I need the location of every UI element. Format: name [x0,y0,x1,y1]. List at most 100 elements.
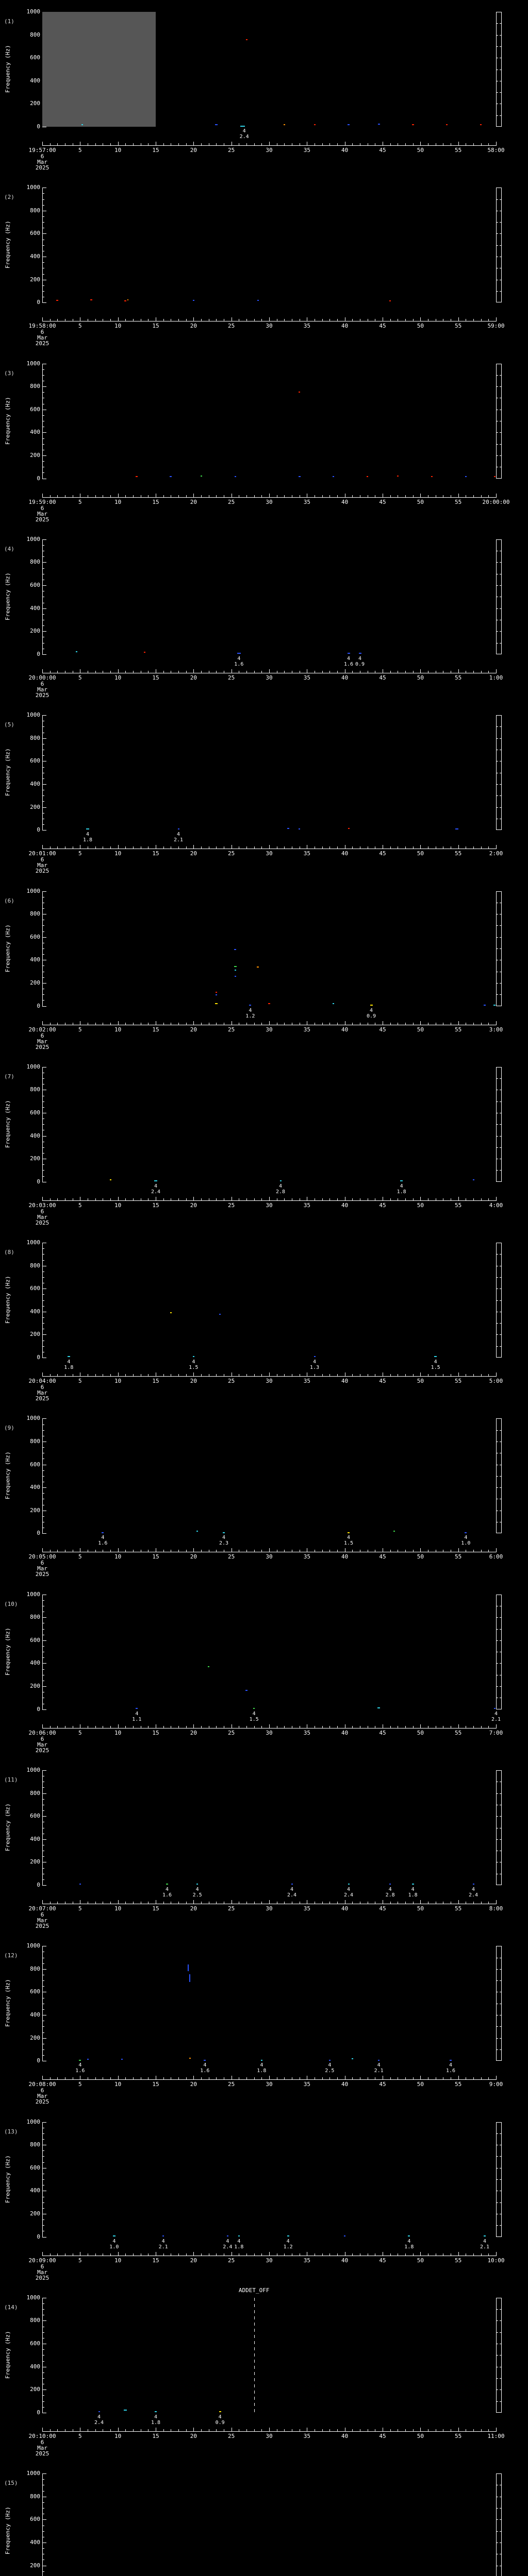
event-marker-magnitude: 1.6 [162,1892,172,1898]
x-axis-tick [284,2429,285,2431]
x-axis-tick [412,1902,414,1904]
x-axis-tick-label: 20 [190,850,197,857]
x-axis-tick [473,846,474,849]
x-axis-tick-label: 50 [417,1729,424,1736]
x-axis-tick [133,2253,134,2256]
x-axis-tick-label: 55 [455,2081,462,2088]
x-axis-tick [473,1198,474,1200]
event-marker-magnitude: 1.6 [343,661,354,667]
x-axis-tick [322,1374,323,1377]
x-axis-tick-label: 30 [266,1378,273,1385]
x-axis-tick [57,319,58,321]
x-axis-tick [110,1022,111,1025]
spectrogram-dot [351,2058,353,2059]
x-axis-tick-label: 10 [114,1201,122,1209]
x-axis-tick-label: 35 [303,2081,310,2088]
x-axis-tick-label: 10 [114,2257,122,2264]
y-axis-major-tick [42,1885,46,1886]
x-axis-tick [95,319,96,321]
event-marker-symbol: 4 [278,1183,283,1189]
x-axis-tick [496,2251,497,2256]
date-label: Mar [37,686,47,693]
event-marker-magnitude: 2.4 [223,2244,233,2250]
x-axis-tick [337,319,338,321]
y-axis-tick-label: 600 [30,54,40,61]
time-start-label: 19:58:00 [28,323,56,330]
x-axis-tick [412,495,414,497]
y-axis-tick-label: 400 [30,1308,40,1315]
colorbar-tick [497,608,498,609]
x-axis-tick [269,493,270,497]
panel-index-label: (7) [4,1073,14,1080]
x-axis-tick-label: 20 [190,1026,197,1033]
colorbar-tick [497,738,498,739]
y-axis-minor-tick [42,274,44,275]
x-axis-tick [329,2077,331,2080]
freq-axis-title: Frequency (Hz) [4,1100,11,1148]
colorbar-tick [497,1170,498,1171]
x-axis-tick [496,1548,497,1552]
event-marker-magnitude: 2.1 [158,2244,168,2250]
x-axis-tick [420,1724,421,1728]
x-axis-tick [163,2077,164,2080]
spectrogram-dot [298,476,301,477]
spectrogram-dot [344,2235,346,2236]
x-axis-tick-label: 25 [228,674,235,681]
x-axis-tick-label: 30 [266,147,273,154]
x-axis-tick [473,1902,474,1904]
y-axis-major-tick [42,891,46,892]
x-axis-tick [481,670,482,673]
x-axis-tick [95,1022,96,1025]
spectrogram-dot [136,476,138,477]
spectrogram-dot [465,1532,467,1533]
event-marker-magnitude: 1.8 [151,2419,161,2426]
x-axis-tick [178,1550,179,1552]
spectrogram-dot [450,2059,452,2061]
spectrogram-panel: (5) Frequency (Hz) 0 200 400 600 800 1000 4 1.8 4 2… [0,703,528,879]
spectrogram-dot [260,2059,262,2061]
x-axis-tick [405,495,406,497]
x-axis-tick [269,2251,270,2256]
x-axis-tick [216,495,217,497]
freq-axis-title: Frequency (Hz) [4,221,11,269]
freq-axis-title: Frequency (Hz) [4,397,11,445]
date-label: Mar [37,334,47,342]
y-axis-tick-label: 600 [30,1988,40,1995]
x-axis-tick [284,1725,285,1728]
x-axis-tick-label: 10 [114,1026,122,1033]
freq-axis-title: Frequency (Hz) [4,2155,11,2203]
time-end-label: 20:00:00 [482,498,510,505]
x-axis-tick [405,846,406,849]
x-axis-tick [125,2253,126,2256]
event-marker-symbol: 4 [242,128,246,134]
x-axis-tick-label: 10 [114,1729,122,1736]
x-axis-line [42,2431,497,2432]
x-axis-tick [42,1724,43,1728]
x-axis-tick [125,846,126,849]
y-axis-minor-tick [42,2055,44,2056]
x-axis-tick [481,2077,482,2080]
x-axis-tick [201,1022,202,1025]
x-axis-tick [95,670,96,673]
y-axis-minor-tick [42,2049,44,2050]
x-axis-tick [254,1902,255,1904]
x-axis-tick [246,495,247,497]
colorbar-tick [497,2049,498,2050]
x-axis-tick-label: 5 [78,2432,82,2439]
y-axis-line [42,2473,43,2576]
x-axis-tick [42,1548,43,1552]
x-axis-tick [496,1372,497,1377]
colorbar-tick [500,1101,501,1102]
x-axis-tick [246,319,247,321]
x-axis-tick-label: 20 [190,2257,197,2264]
y-axis-tick-label: 1000 [26,1942,41,1950]
colorbar-tick [497,222,498,223]
event-marker-magnitude: 1.6 [75,2068,85,2074]
x-axis-tick-label: 45 [379,2257,386,2264]
y-axis-tick-label: 400 [30,429,40,436]
colorbar-tick [497,115,498,116]
event-marker-magnitude: 1.6 [446,2068,456,2074]
y-axis-minor-tick [42,2009,44,2010]
x-axis-tick [125,1374,126,1377]
x-axis-tick [95,2253,96,2256]
